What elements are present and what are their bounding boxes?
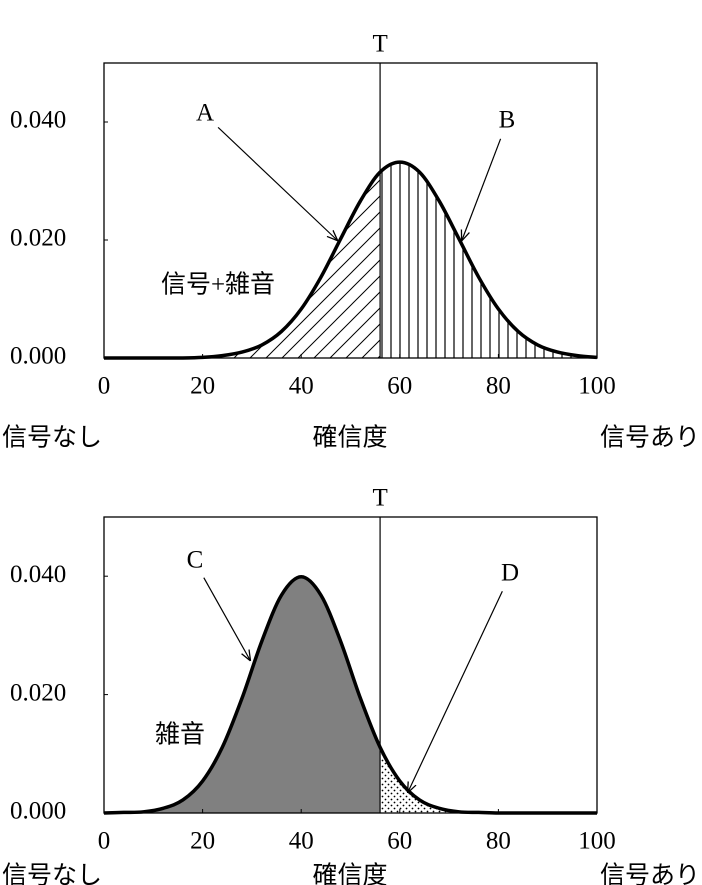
plot-frame (103, 516, 598, 814)
threshold-label: T (372, 485, 387, 512)
x-tick-label: 80 (486, 373, 511, 400)
x-tick-label: 80 (486, 828, 511, 855)
y-tick-label: 0.000 (10, 798, 66, 825)
x-tick-label: 40 (289, 373, 314, 400)
area-left (104, 576, 381, 813)
x-axis-right-label: 信号あり (600, 424, 700, 452)
area-right (380, 162, 597, 358)
x-tick-label: 100 (578, 828, 616, 855)
x-tick-label: 60 (387, 828, 412, 855)
y-tick-label: 0.020 (10, 225, 66, 252)
x-tick-label: 20 (190, 373, 215, 400)
x-tick-label: 40 (289, 828, 314, 855)
x-tick-label: 20 (190, 828, 215, 855)
x-tick-label: 0 (98, 373, 111, 400)
annotation-arrow (217, 126, 337, 240)
series-label: 雑音 (155, 721, 205, 749)
annotation-arrow (408, 591, 503, 792)
x-axis-right-label: 信号あり (600, 862, 700, 885)
x-tick-label: 60 (387, 373, 412, 400)
annotation: C (187, 547, 204, 574)
area-left (104, 172, 381, 358)
y-tick-label: 0.040 (10, 561, 66, 588)
annotation-arrow (203, 577, 250, 660)
x-axis-title: 確信度 (312, 424, 387, 452)
y-tick-label: 0.000 (10, 343, 66, 370)
annotation: B (499, 107, 516, 134)
y-tick-label: 0.020 (10, 679, 66, 706)
annotation: D (501, 560, 519, 587)
plot-frame (103, 62, 598, 359)
y-tick-label: 0.040 (10, 107, 66, 134)
threshold-label: T (372, 31, 387, 58)
x-tick-label: 100 (578, 373, 616, 400)
x-axis-left-label: 信号なし (2, 424, 102, 452)
annotation: A (196, 100, 214, 127)
annotation-arrow (462, 138, 502, 240)
x-axis-left-label: 信号なし (2, 862, 102, 885)
x-tick-label: 0 (98, 828, 111, 855)
area-right (380, 747, 597, 813)
series-label: 信号+雑音 (161, 271, 275, 299)
x-axis-title: 確信度 (312, 862, 387, 885)
